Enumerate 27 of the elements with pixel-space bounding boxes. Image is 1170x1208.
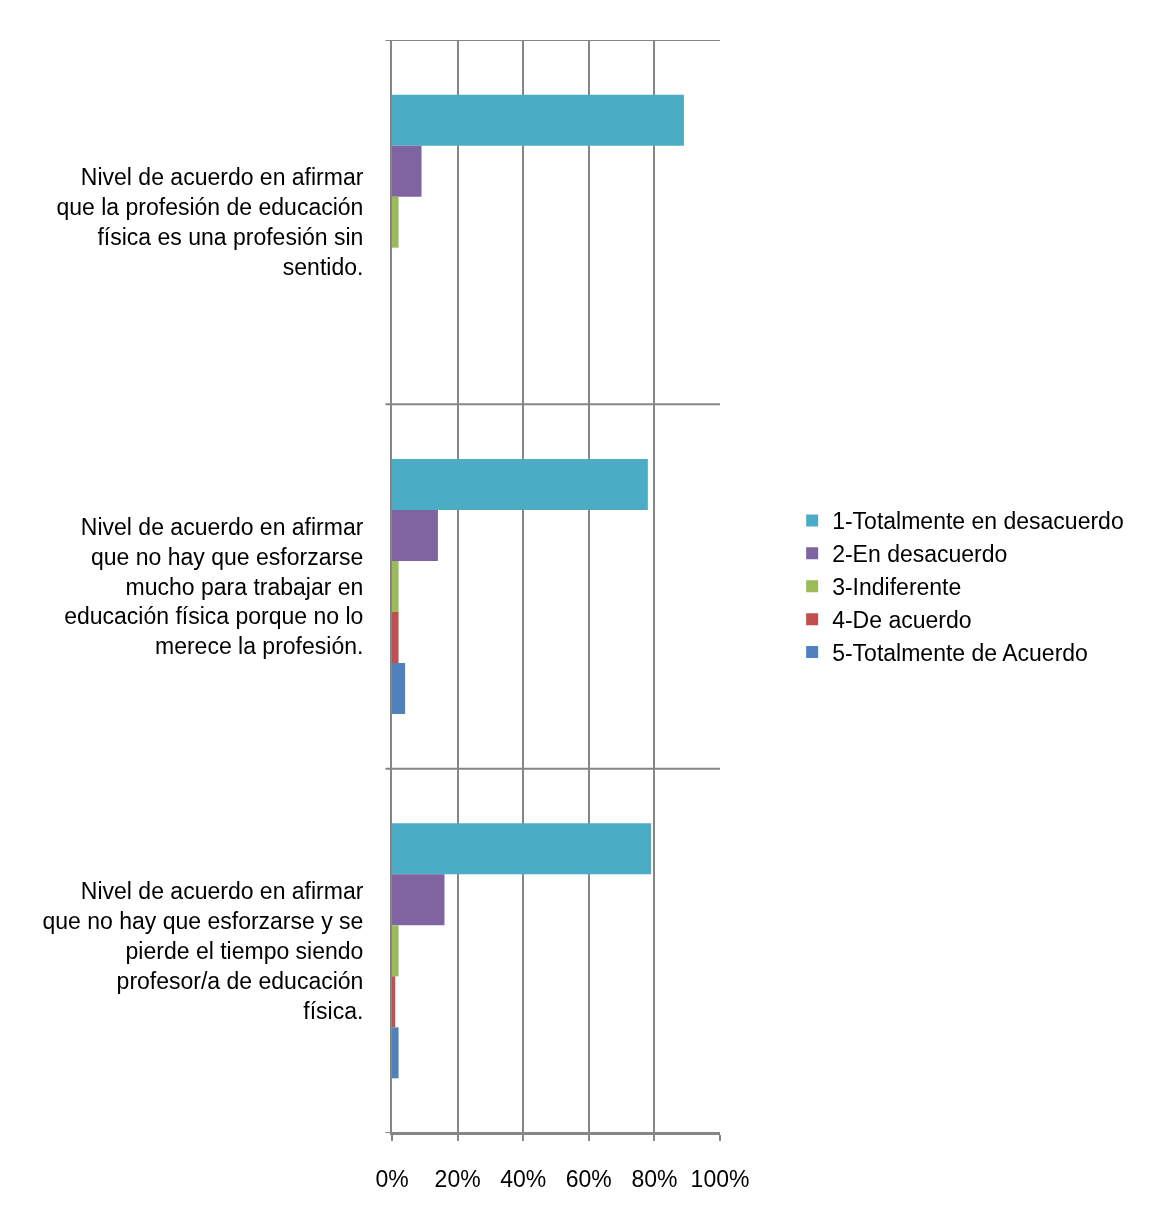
- bar: [392, 145, 422, 197]
- x-tick-label: 0%: [375, 1165, 409, 1192]
- legend-label: 4-De acuerdo: [832, 607, 972, 634]
- bar: [392, 509, 438, 561]
- bar: [392, 561, 399, 612]
- bar: [392, 823, 652, 875]
- bar: [392, 925, 399, 977]
- x-tick-label: 80%: [631, 1165, 678, 1192]
- legend-label: 2-En desacuerdo: [832, 541, 1008, 568]
- x-tick-label: 40%: [500, 1165, 547, 1192]
- bar: [392, 196, 399, 248]
- bar: [392, 94, 684, 146]
- legend-label: 3-Indiferente: [832, 574, 962, 601]
- y-tick-label: Nivel de acuerdo en afirmar que la profesión de educación física es una profesión sin sentido.: [56, 164, 364, 281]
- bar: [392, 976, 396, 1028]
- x-tick-label: 60%: [565, 1165, 612, 1192]
- x-tick-label: 20%: [434, 1165, 481, 1192]
- legend-label: 1-Totalmente en desacuerdo: [832, 508, 1124, 535]
- bar: [392, 874, 445, 926]
- y-tick-label: Nivel de acuerdo en afirmar que no hay que esforzarse y se pierde el tiempo siendo profesor/a de educación física.: [42, 878, 364, 1024]
- bar: [392, 1027, 399, 1079]
- legend-label: 5-Totalmente de Acuerdo: [832, 640, 1088, 667]
- bar: [392, 663, 406, 715]
- bar: [392, 612, 399, 664]
- y-tick-label: Nivel de acuerdo en afirmar que no hay que esforzarse mucho para trabajar en educación física porque no lo merece la profesión.: [64, 513, 364, 660]
- bar: [392, 458, 648, 510]
- x-tick-label: 100%: [690, 1165, 750, 1192]
